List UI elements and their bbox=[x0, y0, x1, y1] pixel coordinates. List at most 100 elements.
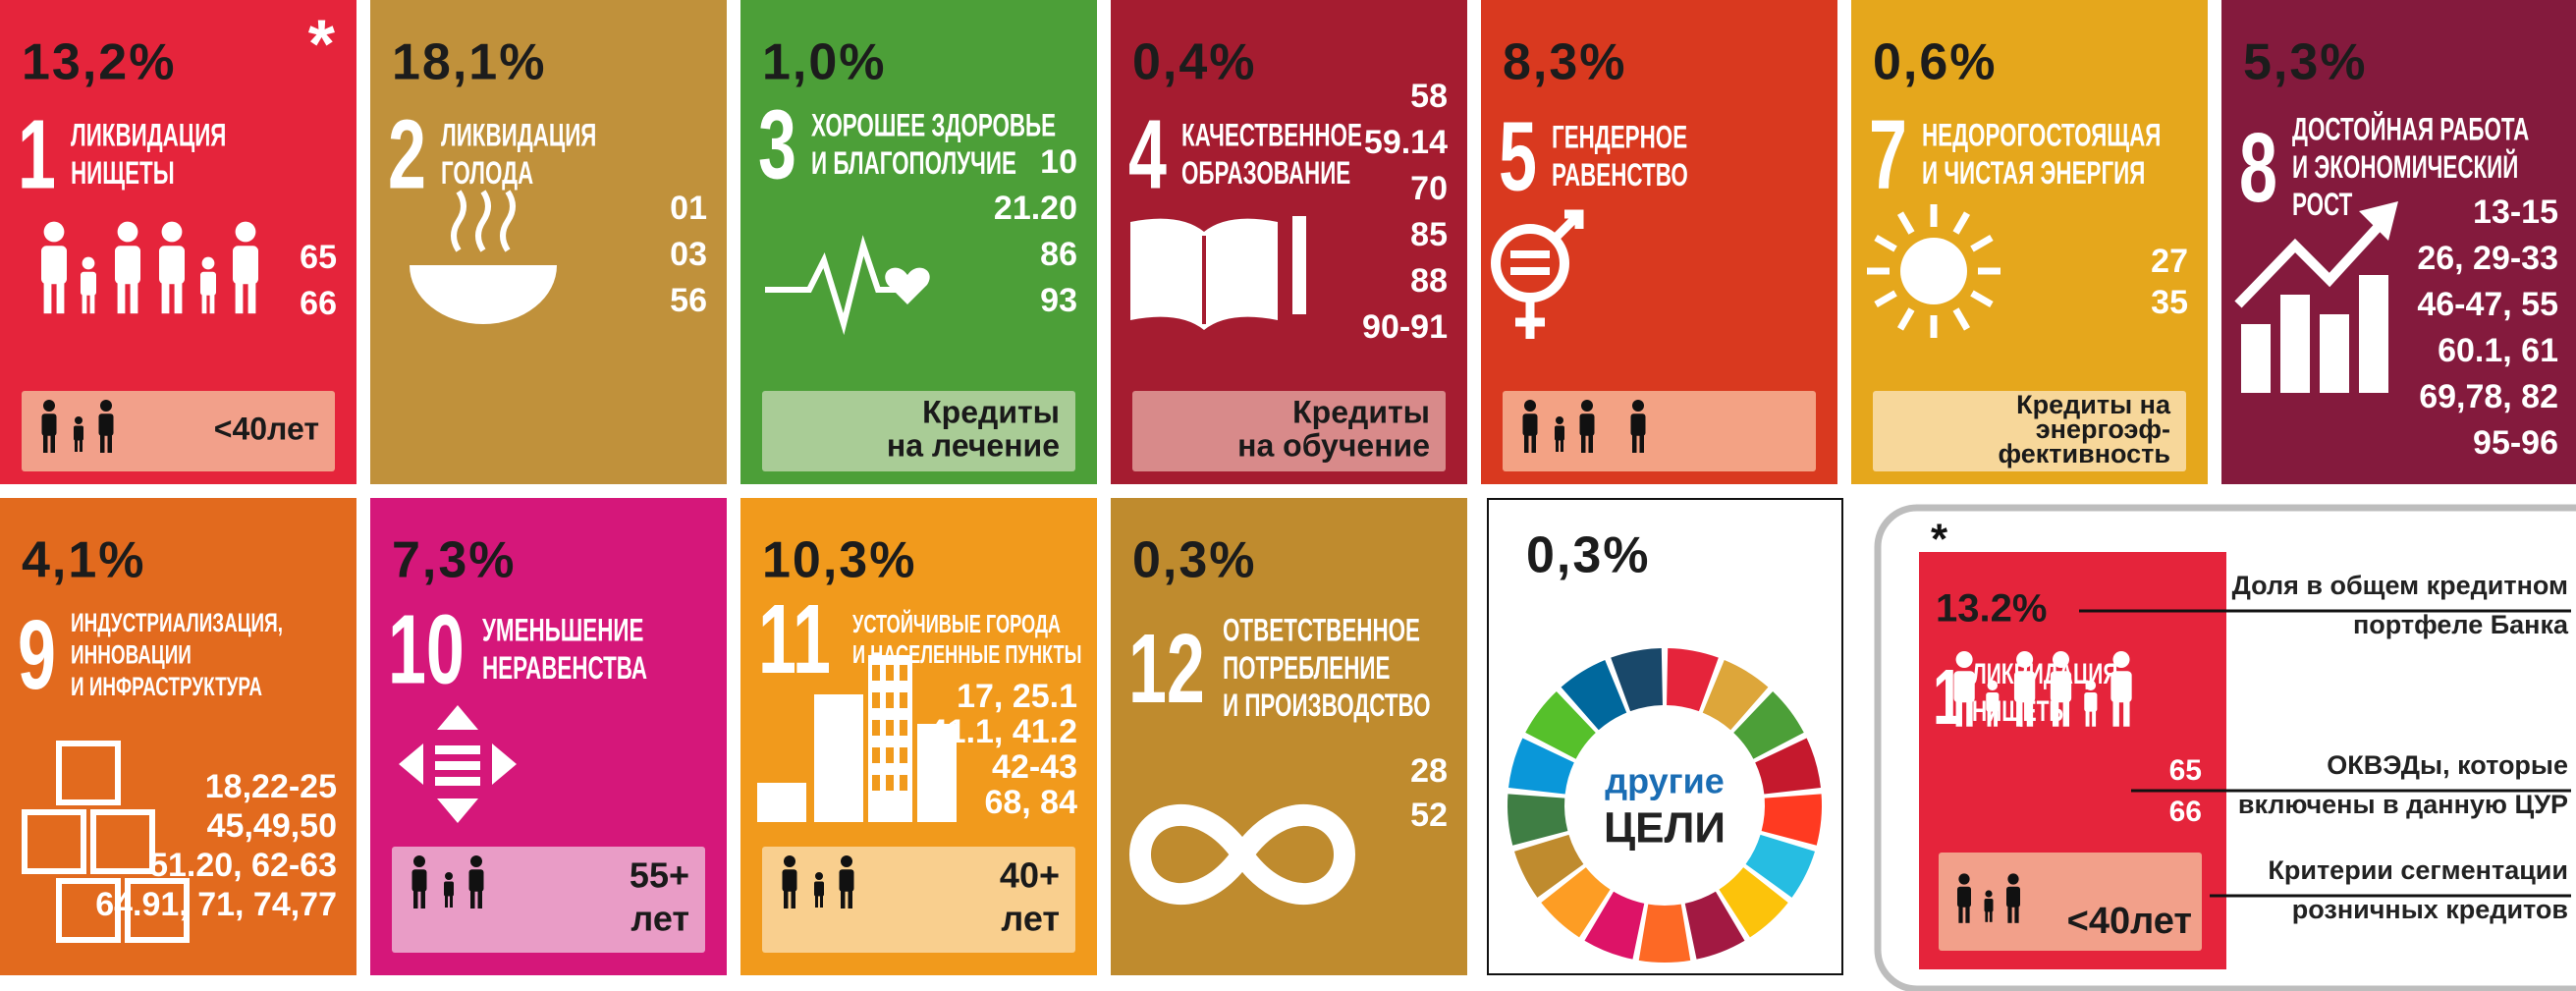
sdg-tile: 0,4%4 КАЧЕСТВЕННОЕОБРАЗОВАНИЕ5859.1470858… bbox=[1111, 0, 1467, 484]
okved-code: 10 bbox=[1040, 143, 1077, 181]
wheel-segment bbox=[1755, 738, 1821, 795]
icon bbox=[2006, 886, 2020, 908]
icon bbox=[2084, 691, 2098, 712]
icon bbox=[1555, 425, 1564, 441]
goal-title-line: ГЕНДЕРНОЕ bbox=[1552, 119, 1687, 154]
wheel-segment bbox=[1761, 794, 1822, 846]
icon bbox=[413, 855, 425, 867]
icon bbox=[2359, 201, 2398, 241]
criteria-text: лет bbox=[1001, 899, 1060, 939]
icon bbox=[82, 293, 87, 314]
tile-percent: 13,2% bbox=[22, 34, 176, 91]
goal-title-line: ПОТРЕБЛЕНИЕ bbox=[1223, 650, 1390, 686]
icon bbox=[98, 413, 114, 436]
icon bbox=[1524, 433, 1529, 453]
icon bbox=[814, 694, 863, 822]
icon bbox=[75, 439, 78, 452]
icon bbox=[885, 267, 930, 304]
icon bbox=[900, 775, 907, 791]
icon bbox=[1970, 290, 1994, 308]
icon bbox=[1994, 709, 1999, 727]
wheel-segment bbox=[1561, 659, 1627, 731]
icon bbox=[435, 745, 480, 754]
goal-title-line: ХОРОШЕЕ ЗДОРОВЬЕ bbox=[811, 107, 1056, 142]
icon bbox=[477, 889, 482, 908]
goal-title-line: ОБРАЗОВАНИЕ bbox=[1181, 155, 1350, 191]
wheel-text: другие bbox=[1605, 761, 1725, 801]
icon bbox=[886, 775, 894, 791]
icon bbox=[2085, 709, 2090, 727]
icon bbox=[399, 705, 517, 823]
criteria-box bbox=[762, 391, 1075, 471]
criteria-text: энергоэф- bbox=[2036, 414, 2170, 444]
icon bbox=[56, 280, 65, 314]
icon bbox=[420, 889, 425, 908]
icon bbox=[2013, 671, 2036, 703]
sdg-tile: 4,1% 9 ИНДУСТРИАЛИЗАЦИЯ,ИННОВАЦИИ И ИНФРАСТ… bbox=[0, 498, 356, 975]
goal-title-line: ИННОВАЦИИ bbox=[71, 639, 192, 669]
goal-number: 10 bbox=[388, 595, 465, 704]
icon bbox=[233, 246, 258, 285]
icon bbox=[886, 692, 894, 708]
okved-code: 17, 25.1 bbox=[957, 678, 1077, 715]
okved-code: 27 bbox=[2151, 243, 2188, 280]
okved-code: 65 bbox=[300, 239, 337, 276]
goal-number-wrap: 11 bbox=[758, 585, 831, 694]
icon bbox=[1588, 433, 1593, 453]
icon bbox=[161, 280, 170, 314]
goal-title-line: ОТВЕТСТВЕННОЕ bbox=[1223, 612, 1420, 647]
icon bbox=[2007, 873, 2019, 885]
icon bbox=[2234, 217, 2387, 308]
icon bbox=[1986, 691, 2000, 712]
star: * bbox=[308, 5, 336, 82]
icon bbox=[1952, 211, 1971, 235]
okved-code: 28 bbox=[1410, 752, 1448, 790]
icon bbox=[1581, 400, 1593, 412]
goal-title-line: ГОЛОДА bbox=[441, 155, 533, 191]
icon bbox=[839, 869, 854, 892]
okved-code: 13-15 bbox=[2473, 193, 2558, 231]
icon bbox=[2050, 671, 2072, 703]
okved-code: 59.14 bbox=[1364, 124, 1448, 161]
criteria-text: Кредиты на bbox=[2016, 390, 2171, 419]
goal-number-wrap: 12 bbox=[1128, 615, 1205, 724]
icon bbox=[815, 872, 823, 880]
icon bbox=[917, 724, 957, 822]
goal-number-wrap: 7 bbox=[1869, 100, 1907, 209]
icon bbox=[90, 809, 155, 874]
okved-code: 35 bbox=[2151, 284, 2188, 321]
okved-code: 52 bbox=[1410, 797, 1448, 834]
icon bbox=[1984, 898, 1994, 912]
icon bbox=[450, 895, 453, 908]
icon bbox=[1965, 905, 1970, 923]
wheel-segment bbox=[1611, 648, 1663, 712]
okved-code: 90-91 bbox=[1362, 308, 1448, 346]
icon bbox=[1632, 433, 1637, 453]
goal-title-line: УСТОЙЧИВЫЕ ГОРОДА bbox=[852, 610, 1061, 638]
okved-code: 60.1, 61 bbox=[2438, 332, 2558, 369]
icon bbox=[500, 190, 516, 252]
icon bbox=[1953, 671, 1975, 703]
criteria-box bbox=[1873, 391, 2186, 471]
legend-code: 65 bbox=[2169, 754, 2202, 787]
okved-code: 86 bbox=[1040, 236, 1077, 273]
tile-percent: 18,1% bbox=[392, 34, 546, 91]
icon bbox=[100, 433, 105, 453]
icon bbox=[2359, 275, 2388, 393]
icon bbox=[1896, 211, 1915, 235]
legend-code: 66 bbox=[2169, 796, 2202, 828]
icon bbox=[872, 665, 880, 681]
goal-number: 2 bbox=[388, 100, 426, 209]
tile-percent: 0,3% bbox=[1132, 532, 1257, 589]
okved-code: 85 bbox=[1410, 216, 1448, 253]
icon bbox=[2092, 709, 2097, 727]
criteria-text: на обучение bbox=[1237, 427, 1430, 463]
criteria-text: Кредиты bbox=[922, 394, 1060, 429]
criteria-box bbox=[1503, 391, 1816, 471]
tile-percent: 0,4% bbox=[1132, 34, 1257, 91]
icon bbox=[820, 895, 823, 908]
